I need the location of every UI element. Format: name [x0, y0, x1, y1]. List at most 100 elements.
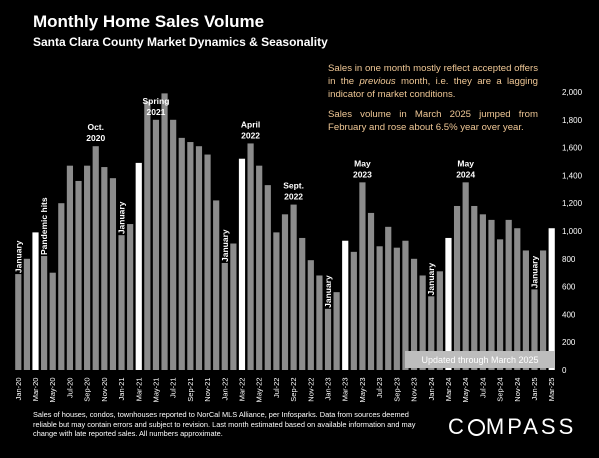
annotation-label-year: 2023 — [353, 169, 372, 179]
bar-Apr-21 — [144, 101, 151, 370]
bar-Nov-21 — [204, 154, 211, 370]
note1-emphasis: previous — [359, 76, 396, 87]
y-tick-label: 2,000 — [562, 88, 583, 97]
x-tick-label: May-24 — [461, 378, 470, 403]
bar-Jan-22 — [221, 262, 228, 370]
annotation-label-year: 2024 — [456, 169, 475, 179]
annotation-label: January — [13, 240, 23, 273]
y-tick-label: 1,800 — [562, 116, 583, 125]
x-tick-label: Mar-22 — [237, 378, 246, 402]
chart-title: Monthly Home Sales Volume — [33, 12, 265, 31]
bar-Sep-20 — [84, 165, 91, 370]
annotation-label: April — [241, 119, 260, 129]
chart-note-lagging: Sales in one month mostly reflect accept… — [328, 62, 538, 101]
annotation-label: January — [220, 229, 230, 262]
bar-Dec-20 — [109, 178, 117, 370]
x-tick-label: Mar-20 — [31, 378, 40, 402]
x-tick-label: Mar-23 — [341, 378, 350, 402]
bar-Oct-22 — [299, 237, 306, 370]
bar-Jan-23 — [324, 308, 332, 370]
updated-banner-text: Updated through March 2025 — [421, 355, 538, 365]
bar-Mar-22 — [238, 158, 246, 370]
bar-Dec-24 — [522, 250, 529, 370]
bar-Aug-21 — [178, 137, 185, 370]
bar-Jun-20 — [58, 203, 65, 370]
y-tick-label: 0 — [562, 366, 567, 375]
x-tick-label: Jan-25 — [530, 378, 539, 401]
y-tick-label: 1,200 — [562, 199, 583, 208]
bar-Jul-21 — [170, 119, 177, 370]
x-tick-label: Sep-20 — [83, 378, 92, 402]
bar-Aug-20 — [75, 180, 82, 370]
bar-May-24 — [462, 182, 469, 370]
bar-Jan-20 — [15, 274, 22, 370]
bar-May-22 — [256, 165, 263, 370]
bar-Dec-21 — [213, 200, 220, 370]
x-tick-label: Nov-23 — [410, 378, 419, 402]
y-tick-label: 1,000 — [562, 227, 583, 236]
bar-Feb-23 — [333, 292, 340, 370]
annotation-label: January — [323, 275, 333, 308]
bar-Sep-22 — [290, 204, 297, 370]
bar-Feb-22 — [230, 243, 237, 370]
x-tick-label: Jul-21 — [169, 378, 178, 398]
updated-banner: Updated through March 2025 — [405, 351, 555, 368]
x-tick-label: May-23 — [358, 378, 367, 403]
bar-Apr-22 — [247, 143, 254, 370]
bar-Dec-22 — [316, 275, 323, 370]
x-tick-label: Mar-24 — [444, 378, 453, 402]
y-tick-label: 1,600 — [562, 144, 583, 153]
bar-Mar-25 — [548, 228, 555, 370]
bar-Oct-24 — [505, 219, 512, 370]
x-tick-label: Jan-23 — [324, 378, 333, 401]
bar-Jun-22 — [264, 185, 271, 370]
x-tick-label: Sep-23 — [392, 378, 401, 402]
bar-Jul-24 — [479, 214, 486, 370]
y-tick-label: 1,400 — [562, 171, 583, 180]
note1-text-pre: Sales in one month mostly reflect accept… — [328, 63, 538, 87]
bar-Apr-20 — [41, 256, 48, 370]
bar-series — [15, 93, 555, 370]
x-tick-label: Nov-24 — [513, 378, 522, 402]
chart-annotations: January Pandemic hits Oct.2020 January Sprin… — [13, 96, 539, 308]
bar-Sep-24 — [496, 239, 504, 370]
bar-May-21 — [152, 119, 160, 370]
x-tick-label: May-22 — [255, 378, 264, 403]
bar-Nov-22 — [307, 260, 314, 370]
chart-subtitle: Santa Clara County Market Dynamics & Sea… — [33, 35, 328, 49]
bar-Jun-21 — [161, 93, 168, 370]
bar-Sep-23 — [393, 247, 400, 370]
bar-Feb-20 — [23, 258, 30, 370]
bar-Jun-24 — [471, 205, 478, 370]
updated-banner-box — [405, 351, 555, 368]
y-tick-label: 600 — [562, 283, 576, 292]
x-tick-label: May-21 — [151, 378, 160, 403]
annotation-label: May — [354, 158, 371, 168]
annotation-label-year: 2021 — [146, 107, 165, 117]
x-tick-label: Sep-24 — [496, 377, 505, 401]
bar-Sep-21 — [187, 142, 194, 370]
annotation-label: January — [426, 262, 436, 295]
bar-Jul-20 — [66, 165, 74, 370]
bar-Jul-23 — [376, 246, 383, 370]
annotation-label: Sept. — [283, 181, 304, 191]
logo-text-pre: C — [448, 414, 467, 439]
x-tick-label: Jan-21 — [117, 378, 126, 401]
y-axis: 0 200 400 600 800 1,000 1,200 1,400 1,600 1,800 2,… — [562, 88, 583, 375]
compass-logo: C MPASS — [448, 414, 576, 440]
bar-Mar-23 — [342, 240, 349, 370]
annotation-label: January — [117, 201, 127, 234]
y-tick-label: 800 — [562, 255, 576, 264]
x-tick-label: Jan-20 — [14, 378, 23, 401]
source-footnote: Sales of houses, condos, townhouses repo… — [33, 410, 416, 438]
bar-May-23 — [359, 182, 366, 370]
x-tick-label: Jul-22 — [272, 378, 281, 398]
bar-Oct-23 — [402, 240, 409, 370]
bar-Dec-23 — [419, 275, 426, 370]
bar-Apr-23 — [350, 251, 357, 370]
x-tick-label: Nov-20 — [100, 378, 109, 402]
bar-Feb-25 — [540, 250, 547, 370]
bar-Nov-20 — [101, 167, 108, 370]
annotation-label: May — [457, 158, 474, 168]
